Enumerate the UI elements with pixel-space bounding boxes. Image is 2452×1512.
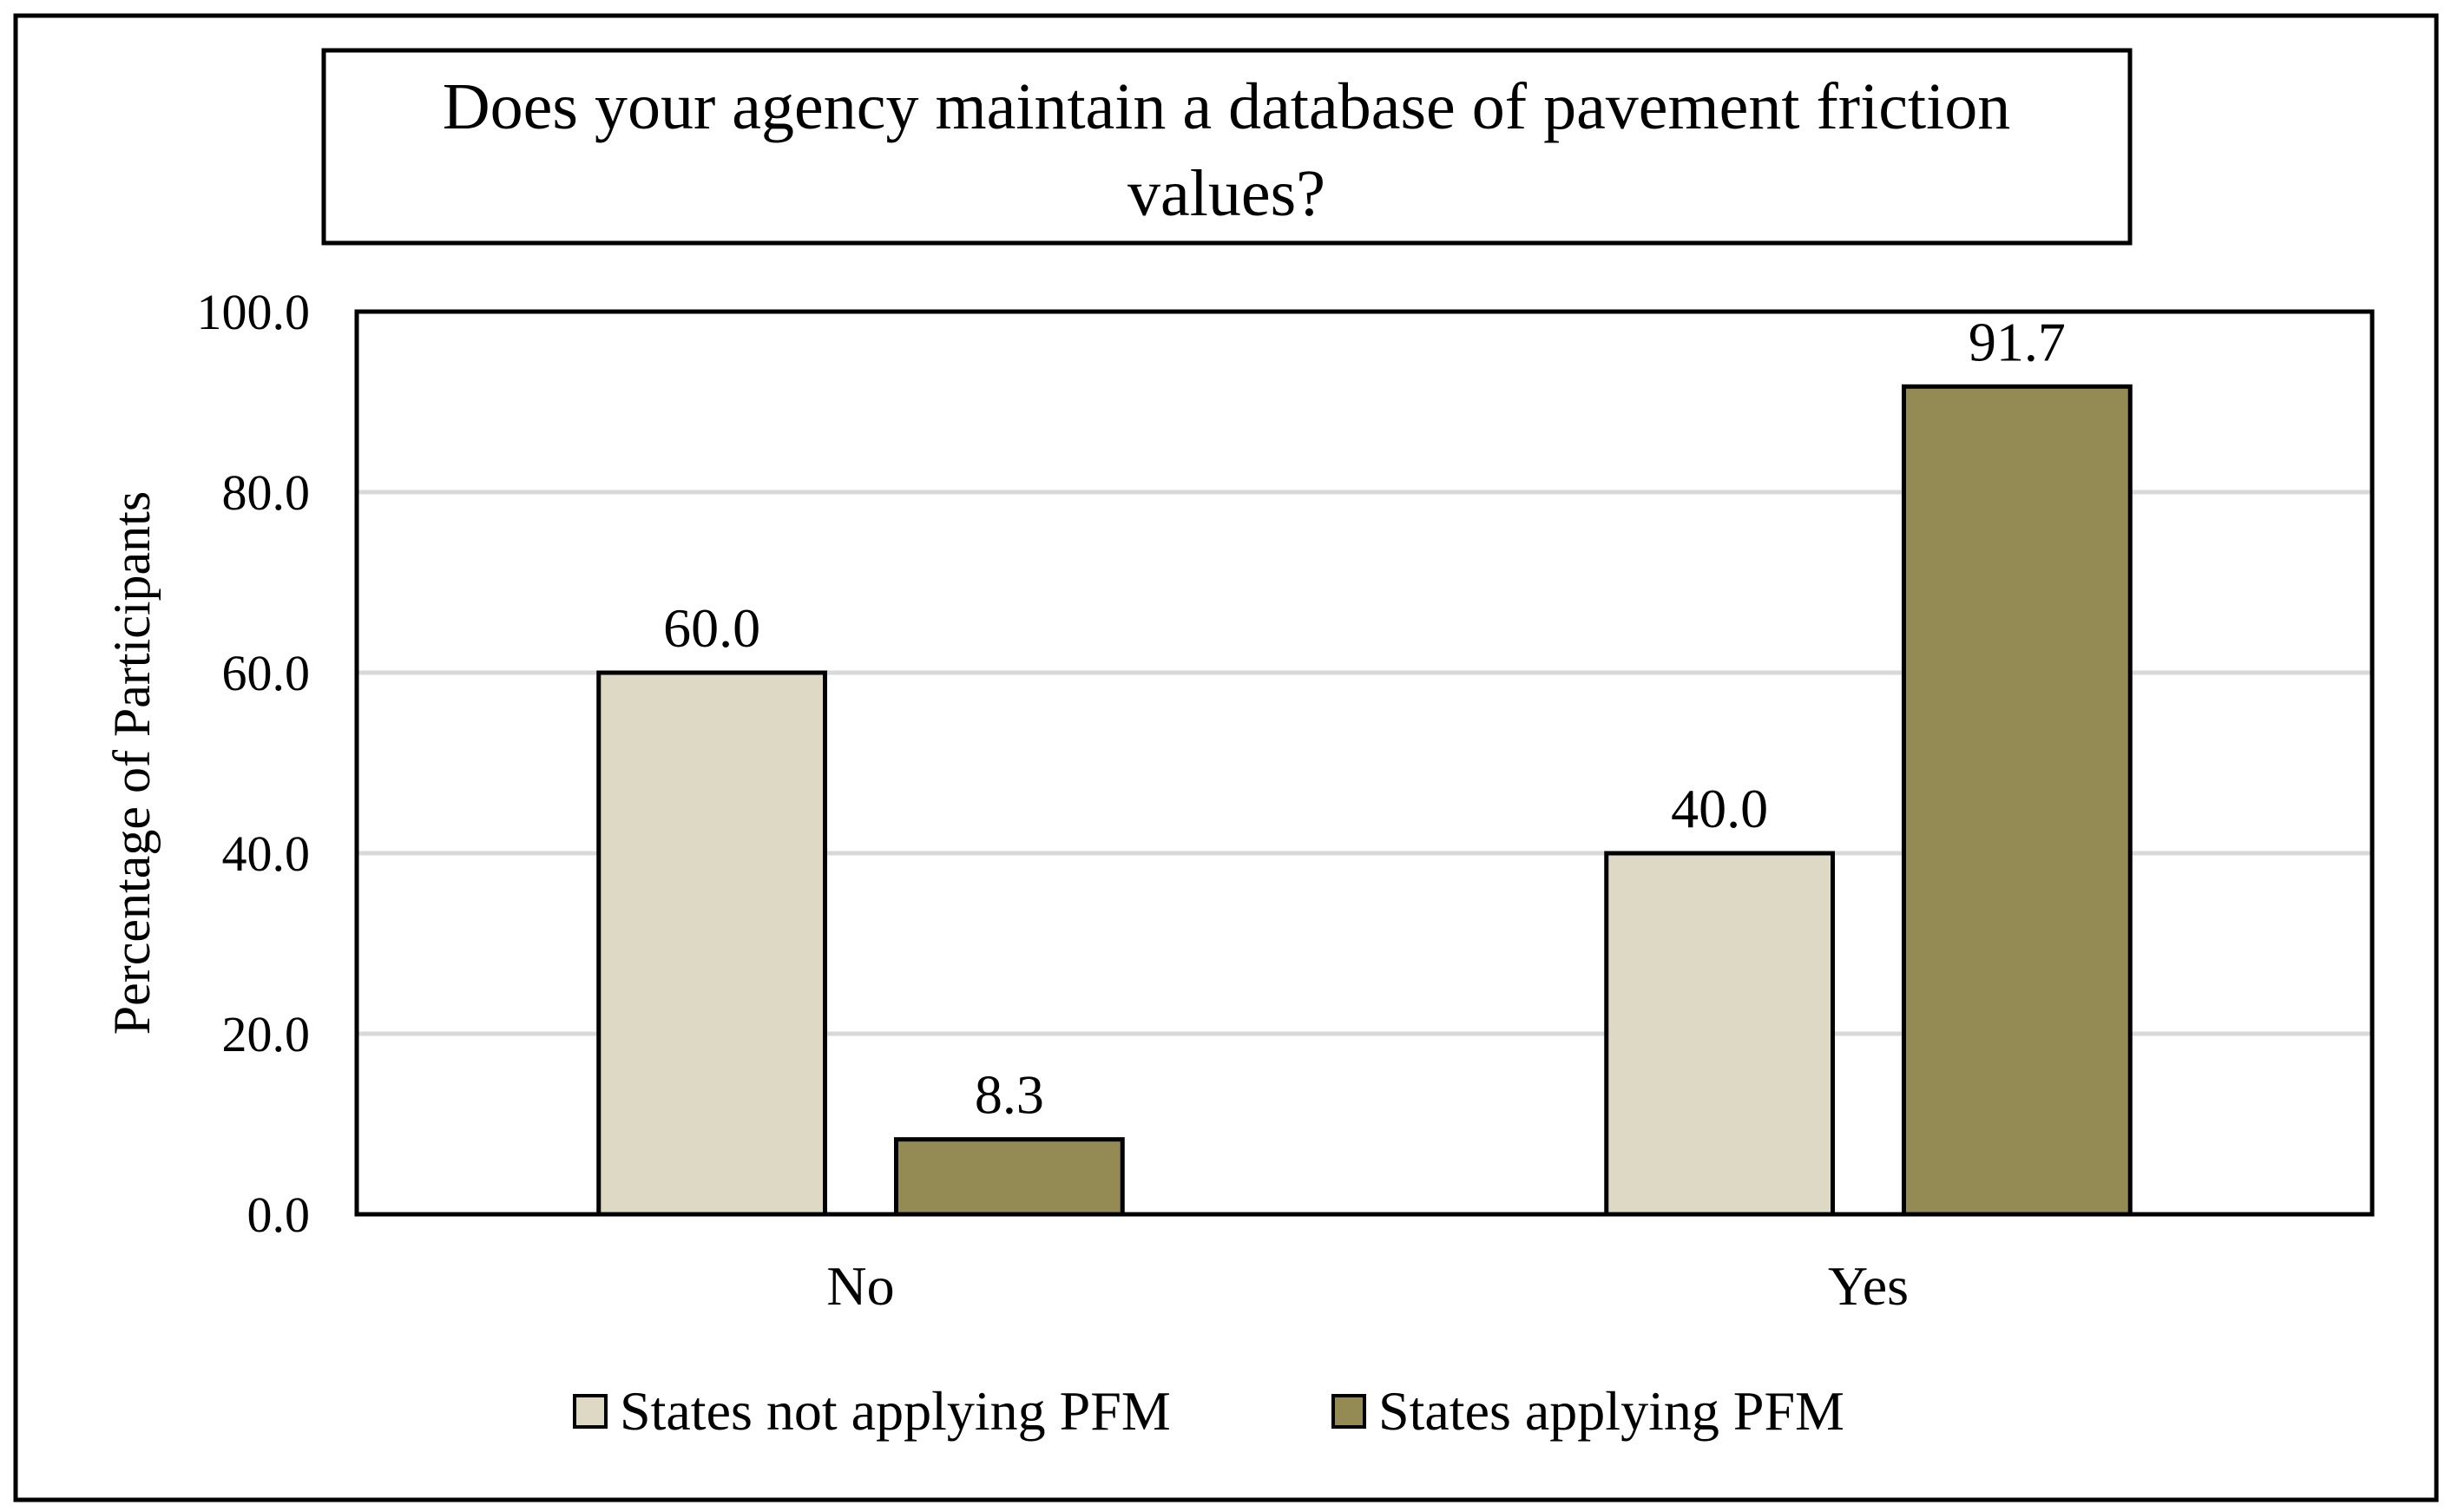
data-label: 40.0 (1671, 778, 1768, 839)
data-label: 8.3 (975, 1064, 1044, 1126)
y-tick-label: 80.0 (222, 464, 311, 521)
y-tick-label: 20.0 (222, 1006, 311, 1062)
title-box (321, 48, 2133, 246)
plot-area-border (354, 309, 2375, 1217)
data-label: 91.7 (1969, 311, 2066, 372)
legend-label-series-2: States applying PFM (1378, 1380, 1844, 1442)
y-axis-label: Percentage of Participants (103, 491, 161, 1035)
y-tick-label: 0.0 (247, 1187, 311, 1243)
data-label: 60.0 (663, 597, 760, 659)
bar-1-yes (1604, 851, 1836, 1217)
x-tick-label: No (826, 1255, 894, 1317)
bar-2-yes (1901, 384, 2133, 1217)
y-tick-label: 100.0 (197, 284, 311, 340)
bars (596, 384, 2133, 1217)
data-labels: 60.0 8.3 40.0 91.7 (663, 311, 2066, 1125)
title-line-1: Does your agency maintain a database of … (443, 70, 2010, 143)
y-tick-label: 40.0 (222, 825, 311, 882)
legend-swatch-series-2 (1331, 1394, 1366, 1429)
legend: States not applying PFM States applying … (573, 1380, 1844, 1442)
title-line-2: values? (1127, 157, 1325, 230)
x-axis-tick-labels: No Yes (826, 1255, 1909, 1317)
legend-label-series-1: States not applying PFM (620, 1380, 1171, 1442)
bar-1-no (596, 670, 828, 1217)
y-axis-tick-labels: 0.0 20.0 40.0 60.0 80.0 100.0 (197, 284, 311, 1243)
y-tick-label: 60.0 (222, 645, 311, 701)
legend-swatch-series-1 (573, 1394, 608, 1429)
x-tick-label: Yes (1828, 1255, 1909, 1317)
bar-2-no (893, 1137, 1125, 1217)
chart-title: Does your agency maintain a database of … (321, 48, 2133, 246)
